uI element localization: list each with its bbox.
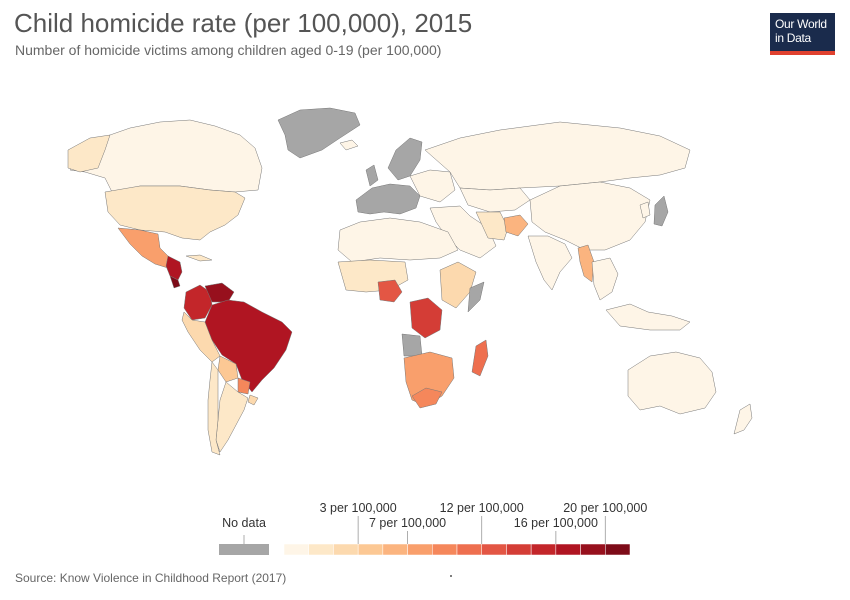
legend-tick-label: 7 per 100,000: [369, 516, 446, 530]
legend-swatch: [605, 543, 631, 556]
country-greenland[interactable]: [277, 107, 361, 159]
country-bolivia[interactable]: [217, 355, 239, 383]
country-brazil[interactable]: [204, 299, 293, 393]
country-scandinavia[interactable]: [387, 137, 423, 181]
country-south-africa[interactable]: [411, 387, 443, 409]
country-russia[interactable]: [424, 121, 691, 191]
country-afghanistan[interactable]: [503, 214, 529, 237]
country-somalia[interactable]: [467, 281, 485, 313]
legend-swatch: [407, 543, 433, 556]
legend-swatch: [481, 543, 507, 556]
country-madagascar[interactable]: [471, 339, 489, 377]
legend-swatch: [456, 543, 482, 556]
source-note: Source: Know Violence in Childhood Repor…: [15, 571, 287, 585]
country-japan[interactable]: [653, 195, 669, 227]
country-china[interactable]: [529, 181, 651, 251]
chart-subtitle: Number of homicide victims among childre…: [15, 42, 442, 58]
country-indonesia[interactable]: [605, 303, 691, 331]
country-usa[interactable]: [104, 185, 246, 241]
country-central-america[interactable]: [165, 255, 183, 281]
logo-accent-bar: [770, 51, 835, 55]
legend-swatch: [333, 543, 359, 556]
country-central-asia[interactable]: [459, 187, 531, 213]
country-india[interactable]: [527, 235, 573, 291]
legend-tick-label: 16 per 100,000: [514, 516, 598, 530]
legend-swatch: [530, 543, 557, 556]
logo-line-2: in Data: [775, 31, 811, 45]
legend-swatch: [432, 543, 458, 556]
owid-logo[interactable]: Our World in Data: [770, 13, 835, 55]
legend-swatch: [357, 543, 384, 556]
country-north-africa[interactable]: [337, 217, 459, 263]
country-uk[interactable]: [365, 164, 379, 187]
country-myanmar[interactable]: [577, 244, 595, 283]
country-eastern-europe[interactable]: [409, 169, 456, 203]
country-chile[interactable]: [207, 361, 221, 456]
world-map: [67, 107, 753, 456]
decorative-dot: [450, 575, 452, 577]
country-korea[interactable]: [639, 201, 651, 219]
country-honduras[interactable]: [169, 275, 181, 289]
country-drc[interactable]: [409, 297, 443, 339]
country-australia[interactable]: [627, 351, 717, 415]
legend-swatch: [555, 543, 581, 556]
legend-no-data-swatch: [219, 544, 269, 555]
country-middle-east[interactable]: [429, 205, 497, 259]
country-paraguay[interactable]: [237, 377, 251, 395]
chart-title: Child homicide rate (per 100,000), 2015: [14, 8, 473, 38]
logo-line-1: Our World: [775, 17, 827, 31]
country-cuba[interactable]: [185, 254, 213, 262]
legend-swatch: [506, 543, 532, 556]
country-iran[interactable]: [475, 211, 509, 241]
country-colombia[interactable]: [183, 284, 213, 321]
country-iceland[interactable]: [339, 139, 359, 151]
country-uruguay[interactable]: [247, 394, 259, 406]
legend-swatch: [580, 543, 606, 556]
legend-no-data-label: No data: [222, 516, 266, 530]
country-argentina[interactable]: [215, 381, 249, 453]
legend-swatch: [283, 543, 309, 556]
country-usa-alaska[interactable]: [67, 134, 111, 173]
country-western-europe[interactable]: [355, 183, 421, 215]
country-new-zealand[interactable]: [733, 403, 753, 435]
country-nigeria[interactable]: [377, 279, 403, 303]
legend-color-scale: [283, 543, 631, 556]
country-venezuela[interactable]: [204, 282, 235, 303]
legend-tick-label: 20 per 100,000: [563, 501, 647, 515]
legend-swatch: [382, 543, 408, 556]
country-southeast-asia[interactable]: [591, 257, 619, 301]
country-peru[interactable]: [181, 311, 221, 363]
legend-tick-label: 12 per 100,000: [440, 501, 524, 515]
legend-swatch: [308, 543, 334, 556]
legend-tick-label: 3 per 100,000: [320, 501, 397, 515]
country-angola[interactable]: [401, 333, 423, 357]
